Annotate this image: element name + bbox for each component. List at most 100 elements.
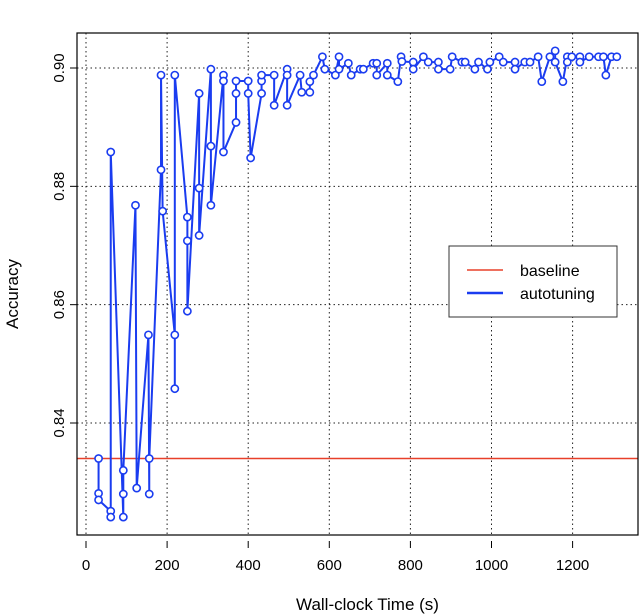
data-point-marker	[243, 76, 253, 86]
data-point-marker	[295, 70, 305, 80]
data-point-marker	[418, 52, 428, 62]
data-point-marker	[269, 100, 279, 110]
data-point-marker	[118, 465, 128, 475]
data-point-marker	[156, 70, 166, 80]
data-point-marker	[231, 118, 241, 127]
data-point-marker	[170, 330, 180, 340]
data-point-marker	[460, 57, 470, 67]
data-point-marker	[118, 512, 128, 522]
x-tick-label: 200	[155, 557, 180, 574]
data-point-marker	[170, 384, 180, 394]
data-point-marker	[612, 52, 622, 62]
data-point-marker	[545, 52, 555, 62]
plot-frame	[76, 32, 639, 536]
y-tick-label: 0.88	[51, 172, 68, 201]
data-point-marker	[118, 489, 128, 499]
data-point-marker	[533, 52, 543, 62]
data-point-marker	[194, 231, 204, 240]
data-point-marker	[510, 64, 520, 74]
data-point-marker	[194, 89, 204, 98]
data-point-marker	[433, 57, 443, 67]
data-point-marker	[318, 52, 327, 62]
data-point-marker	[372, 58, 382, 68]
data-point-marker	[282, 100, 292, 110]
data-point-marker	[305, 87, 315, 97]
data-point-marker	[372, 70, 382, 80]
data-point-marker	[144, 489, 154, 499]
data-point-marker	[106, 147, 116, 157]
legend-box	[448, 245, 618, 318]
data-point-marker	[144, 330, 153, 340]
data-point-marker	[156, 165, 166, 175]
data-point-marker	[445, 64, 455, 74]
data-point-marker	[158, 206, 168, 216]
data-point-marker	[433, 64, 443, 74]
data-point-marker	[575, 57, 585, 67]
x-tick-label: 0	[82, 557, 90, 574]
legend-label-baseline: baseline	[520, 263, 580, 280]
legend: baseline autotuning	[448, 245, 618, 318]
x-axis: 0 200 400 600 800 1000 1200	[82, 541, 589, 574]
data-point-marker	[408, 57, 418, 67]
data-point-marker	[94, 495, 103, 505]
data-point-marker	[447, 52, 457, 62]
data-point-marker	[558, 77, 568, 87]
data-point-marker	[297, 87, 307, 97]
data-point-marker	[257, 70, 266, 80]
data-point-marker	[498, 57, 508, 67]
x-tick-label: 1000	[475, 557, 508, 574]
data-point-marker	[485, 57, 495, 67]
data-point-marker	[231, 89, 241, 98]
data-point-marker	[219, 76, 228, 86]
data-point-marker	[282, 70, 292, 80]
y-tick-label: 0.90	[51, 53, 68, 82]
x-tick-label: 600	[317, 557, 342, 574]
data-point-marker	[393, 77, 403, 87]
data-point-marker	[483, 64, 492, 74]
data-point-marker	[584, 52, 594, 62]
data-point-marker	[182, 212, 192, 222]
data-point-marker	[346, 70, 356, 80]
data-point-marker	[408, 64, 418, 74]
data-point-marker	[206, 141, 216, 151]
data-point-marker	[537, 77, 547, 87]
x-tick-label: 800	[398, 557, 423, 574]
data-point-marker	[170, 70, 180, 80]
data-point-marker	[397, 57, 407, 66]
data-point-marker	[334, 64, 344, 74]
data-point-marker	[567, 52, 577, 62]
data-point-marker	[144, 454, 154, 463]
data-point-marker	[246, 153, 256, 163]
y-tick-label: 0.84	[51, 408, 68, 437]
data-point-marker	[601, 70, 611, 80]
data-point-marker	[599, 52, 608, 62]
data-point-marker	[131, 200, 140, 210]
y-axis-title: Accuracy	[3, 259, 22, 329]
data-point-marker	[269, 70, 279, 80]
data-point-marker	[206, 200, 216, 210]
y-tick-label: 0.86	[51, 290, 68, 319]
x-tick-label: 400	[236, 557, 261, 574]
data-point-marker	[106, 512, 116, 522]
data-point-marker	[243, 89, 253, 98]
data-point-marker	[182, 306, 192, 316]
data-point-marker	[257, 89, 266, 98]
x-axis-title: Wall-clock Time (s)	[296, 595, 439, 614]
data-point-marker	[474, 57, 483, 67]
autotuning-series	[94, 46, 622, 522]
y-axis: 0.84 0.86 0.88 0.90	[51, 53, 77, 438]
data-point-marker	[382, 70, 392, 80]
data-point-marker	[132, 483, 142, 493]
legend-label-autotuning: autotuning	[520, 286, 595, 303]
data-point-marker	[510, 57, 520, 67]
data-point-marker	[562, 57, 572, 67]
data-point-marker	[231, 76, 241, 86]
data-point-marker	[182, 236, 192, 246]
data-point-marker	[320, 64, 330, 74]
data-point-marker	[343, 58, 353, 68]
data-point-marker	[206, 64, 216, 74]
data-point-marker	[94, 454, 103, 463]
data-point-marker	[334, 52, 344, 62]
data-point-marker	[470, 64, 480, 74]
